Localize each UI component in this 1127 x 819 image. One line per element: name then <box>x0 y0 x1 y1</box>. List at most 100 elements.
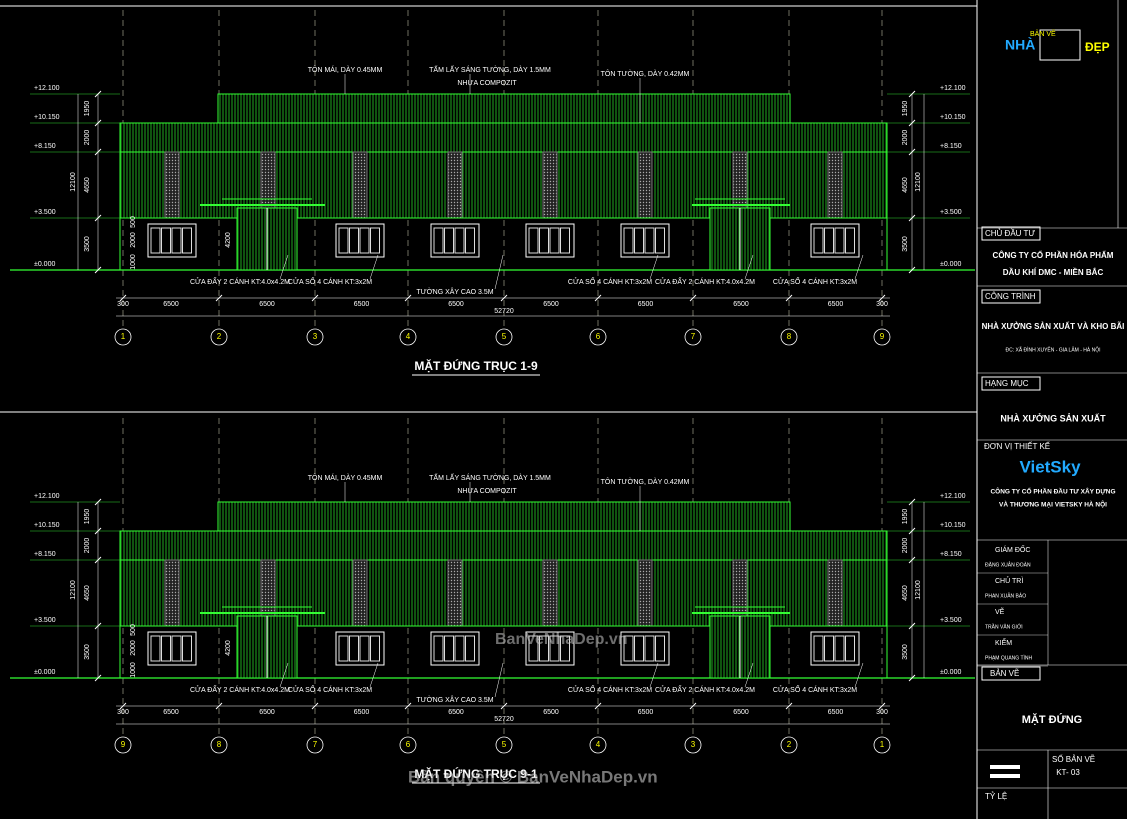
dim-tick <box>94 622 102 630</box>
block-label: ĐƠN VỊ THIẾT KẾ <box>984 441 1050 451</box>
annotation: TƯỜNG XÂY CAO 3.5M <box>416 287 493 296</box>
dim-tick <box>908 556 916 564</box>
window-pane <box>824 635 834 662</box>
dim-tick <box>94 527 102 535</box>
sheet-number: KT- 03 <box>1056 768 1080 777</box>
dim-text: 4650 <box>84 177 91 193</box>
window-pane <box>171 635 182 662</box>
dim-tick <box>500 702 508 710</box>
dim-text: 6500 <box>259 709 275 716</box>
window-pane <box>150 635 161 662</box>
dim-text: 6500 <box>543 301 559 308</box>
axis-bubble <box>780 736 798 754</box>
dim-text: 2000 <box>902 538 909 554</box>
logo-text: ĐẸP <box>1085 40 1110 54</box>
dim-text: 300 <box>117 301 129 308</box>
window-pane <box>444 227 454 254</box>
skylight-strip <box>352 559 368 627</box>
window-pane <box>528 635 539 662</box>
window-pane <box>623 227 634 254</box>
window-pane <box>182 227 192 254</box>
window-pane <box>359 635 370 662</box>
wall-cladding <box>119 151 888 219</box>
skylight-strip <box>637 559 653 627</box>
leader <box>649 662 659 688</box>
dim-text: 6500 <box>354 301 370 308</box>
dim-text: 2000 <box>84 130 91 146</box>
skylight-strip <box>164 151 180 219</box>
dim-text: 2000 <box>84 538 91 554</box>
dim-text: 6500 <box>733 301 749 308</box>
designer: VÀ THƯƠNG MẠI VIETSKY HÀ NỘI <box>999 500 1107 509</box>
annotation: CỬA SỔ 4 CÁNH KT:3x2M <box>288 685 372 694</box>
skylight-strip <box>447 559 463 627</box>
watermark: Bản quyền © BanVeNhaDep.vn <box>408 767 658 786</box>
dim-text: 4650 <box>84 585 91 601</box>
level-label: ±0.000 <box>940 669 961 676</box>
level-label: +10.150 <box>34 114 60 121</box>
dim-text: 4650 <box>902 585 909 601</box>
window-pane <box>433 227 444 254</box>
skylight-strip <box>637 151 653 219</box>
dim-tick <box>119 294 127 302</box>
dim-text: 1000 <box>130 254 137 270</box>
staff-name: ĐẶNG XUÂN ĐOÀN <box>985 561 1031 568</box>
roof-band <box>119 530 888 561</box>
leader <box>369 662 379 688</box>
staff-name: TRẦN VĂN GIỚI <box>985 623 1023 630</box>
window-pane <box>171 227 182 254</box>
item: NHÀ XƯỞNG SẢN XUẤT <box>1000 412 1106 423</box>
annotation: NHỰA COMPOZIT <box>457 80 517 87</box>
axis-label: 3 <box>691 740 696 749</box>
level-label: +12.100 <box>34 85 60 92</box>
block-label: BẢN VẼ <box>990 669 1019 678</box>
window-pane <box>338 227 349 254</box>
label-box <box>981 376 1041 391</box>
dim-tick <box>908 214 916 222</box>
window-pane <box>370 227 380 254</box>
level-label: ±0.000 <box>34 669 55 676</box>
skylight-strip <box>542 559 558 627</box>
window-pane <box>549 635 560 662</box>
dim-tick <box>404 702 412 710</box>
level-label: ±0.000 <box>940 261 961 268</box>
leader <box>744 662 754 688</box>
window-pane <box>813 227 824 254</box>
annotation: TÔN MÁI, DÀY 0.45MM <box>308 473 383 482</box>
leader <box>854 662 864 688</box>
window-pane <box>150 227 161 254</box>
staff-name: PHẠM QUANG TÌNH <box>985 654 1033 661</box>
block-label: CÔNG TRÌNH <box>985 292 1036 301</box>
annotation: CỬA ĐẨY 2 CÁNH KT:4.0x4.2M <box>190 685 290 694</box>
dim-text: 300 <box>117 709 129 716</box>
dim-text: 3500 <box>84 644 91 660</box>
axis-bubble <box>495 736 513 754</box>
dim-tick <box>215 294 223 302</box>
block-label: HẠNG MỤC <box>985 379 1029 388</box>
window-pane <box>444 635 454 662</box>
axis-label: 8 <box>787 332 792 341</box>
dim-text: 12100 <box>915 172 922 192</box>
dim-text: 6500 <box>163 709 179 716</box>
axis-bubble <box>684 328 702 346</box>
dim-tick <box>94 674 102 682</box>
window-pane <box>370 635 380 662</box>
dim-text: 6500 <box>638 301 654 308</box>
window-pane <box>644 635 655 662</box>
window-pane <box>161 227 171 254</box>
dim-tick <box>94 214 102 222</box>
roof-upper <box>217 501 791 532</box>
staff-role: KIỂM <box>995 638 1012 647</box>
window-pane <box>338 635 349 662</box>
skylight-strip <box>447 151 463 219</box>
axis-bubble <box>114 328 132 346</box>
dim-text: 6500 <box>733 709 749 716</box>
watermark: BanVeNhaDep.vn <box>495 631 627 648</box>
window-pane <box>845 227 855 254</box>
level-label: +10.150 <box>34 522 60 529</box>
dim-tick <box>94 148 102 156</box>
window-pane <box>549 227 560 254</box>
annotation: CỬA SỔ 4 CÁNH KT:3x2M <box>773 277 857 286</box>
dim-tick <box>94 556 102 564</box>
